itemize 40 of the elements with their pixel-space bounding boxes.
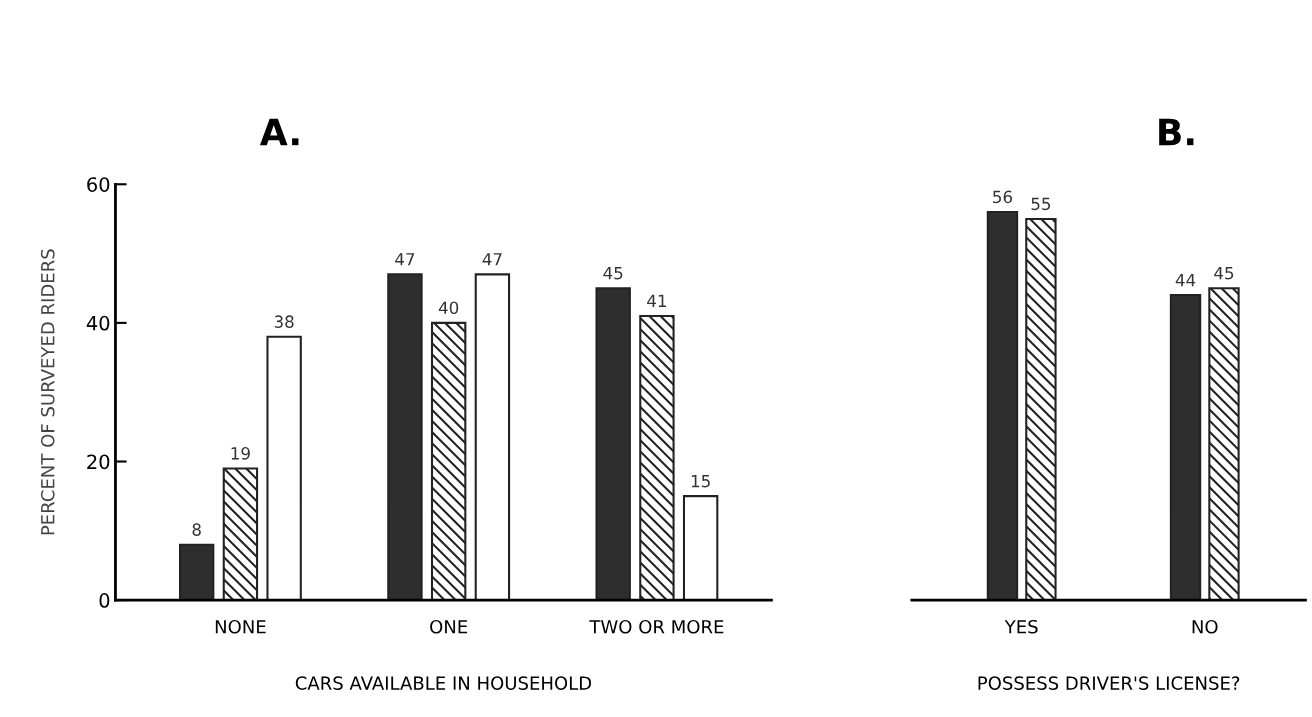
data-label: 47: [482, 253, 502, 266]
chart-title: A.: [259, 118, 299, 146]
x-axis-title: POSSESS DRIVER'S LICENSE?: [978, 676, 1240, 690]
y-tick-label: 40: [86, 315, 110, 331]
bar: [474, 273, 511, 601]
data-label: 38: [274, 315, 294, 328]
y-tick-label: 0: [99, 593, 110, 608]
bar: [1025, 217, 1057, 601]
bar: [682, 495, 719, 601]
bar: [387, 273, 423, 601]
x-tick-label: ONE: [430, 619, 468, 634]
bar: [1208, 287, 1240, 601]
data-label: 8: [192, 523, 201, 536]
bar: [266, 335, 302, 601]
y-tick-label: 20: [87, 454, 110, 470]
x-tick-label: TWO OR MORE: [589, 619, 724, 634]
data-label: 45: [1214, 267, 1234, 280]
x-tick-label: NONE: [215, 619, 266, 634]
chart-title: B.: [1159, 118, 1194, 146]
data-label: 19: [231, 447, 250, 460]
data-label: 15: [691, 474, 710, 488]
x-tick-label: NO: [1192, 619, 1218, 634]
data-label: 56: [993, 190, 1013, 204]
data-label: 41: [647, 294, 666, 307]
data-label: 45: [603, 267, 623, 280]
data-label: 55: [1031, 197, 1051, 211]
bar: [639, 314, 675, 601]
y-axis-title: PERCENT OF SURVEYED RIDERS: [40, 249, 55, 535]
x-tick-label: YES: [1004, 619, 1038, 634]
x-axis-title: CARS AVAILABLE IN HOUSEHOLD: [295, 676, 592, 690]
bar: [595, 287, 631, 601]
bar: [1169, 294, 1202, 601]
bar: [986, 210, 1019, 601]
data-label: 40: [438, 301, 459, 315]
y-tick-label: 60: [87, 177, 110, 192]
bar: [430, 321, 467, 601]
bar: [178, 543, 215, 601]
data-label: 44: [1175, 273, 1196, 287]
bar: [222, 467, 259, 601]
data-label: 47: [395, 253, 415, 266]
